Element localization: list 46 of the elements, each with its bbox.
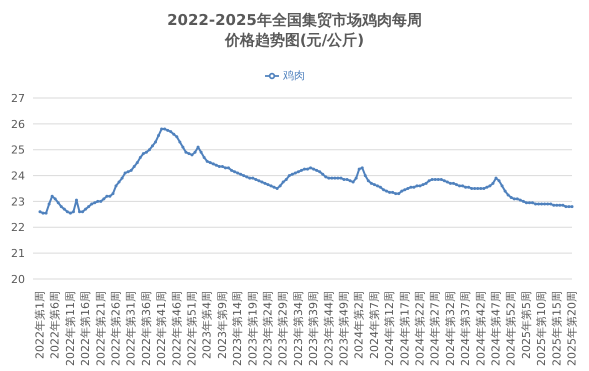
x-tick-label: 2023年第19周 — [246, 291, 260, 366]
x-tick-label: 2024年第17周 — [398, 291, 412, 366]
y-tick-label: 26 — [11, 118, 25, 131]
x-tick-label: 2025年第10周 — [535, 291, 548, 366]
x-tick-label: 2022年第6周 — [48, 291, 62, 359]
x-tick-label: 2024年第42周 — [474, 291, 488, 366]
x-tick-label: 2023年第34周 — [292, 291, 305, 366]
y-tick-label: 21 — [11, 247, 25, 260]
x-tick-label: 2023年第9周 — [216, 291, 229, 359]
y-tick-label: 23 — [11, 195, 25, 208]
x-tick-label: 2025年第20周 — [566, 291, 578, 366]
x-tick-label: 2024年第52周 — [504, 291, 518, 366]
x-tick-label: 2023年第39周 — [307, 291, 320, 366]
x-tick-label: 2024年第7周 — [368, 291, 381, 359]
x-tick-label: 2023年第14周 — [231, 291, 244, 366]
y-tick-label: 27 — [11, 92, 25, 105]
y-tick-label: 20 — [11, 272, 25, 286]
x-tick-label: 2023年第49周 — [338, 291, 350, 366]
x-tick-label: 2023年第24周 — [262, 291, 274, 366]
x-tick-label: 2024年第47周 — [490, 291, 502, 366]
x-tick-label: 2022年第1周 — [34, 291, 46, 359]
y-tick-label: 22 — [11, 221, 25, 234]
x-tick-label: 2024年第32周 — [444, 291, 457, 366]
x-tick-label: 2023年第29周 — [276, 291, 290, 366]
x-tick-label: 2024年第22周 — [414, 291, 426, 366]
x-tick-label: 2024年第2周 — [352, 291, 366, 359]
x-tick-label: 2022年第36周 — [140, 291, 153, 366]
x-tick-label: 2025年第15周 — [550, 291, 564, 366]
x-tick-label: 2024年第12周 — [383, 291, 396, 366]
x-tick-label: 2022年第21周 — [94, 291, 108, 366]
x-tick-label: 2022年第41周 — [155, 291, 168, 366]
x-tick-label: 2022年第11周 — [64, 291, 77, 366]
y-tick-label: 24 — [11, 169, 25, 182]
legend-label: 鸡肉 — [283, 69, 305, 82]
x-tick-label: 2024年第37周 — [459, 291, 472, 366]
y-tick-label: 25 — [11, 144, 25, 157]
x-tick-label: 2022年第31周 — [124, 291, 138, 366]
x-tick-label: 2025年第5周 — [520, 291, 533, 359]
x-tick-label: 2024年第27周 — [428, 291, 442, 366]
chart-title: 2022-2025年全国集贸市场鸡肉每周价格趋势图(元/公斤) — [166, 10, 423, 50]
x-tick-label: 2022年第51周 — [186, 291, 198, 366]
x-tick-label: 2022年第16周 — [79, 291, 92, 366]
x-tick-label: 2023年第44周 — [322, 291, 336, 366]
x-tick-label: 2023年第4周 — [200, 291, 214, 359]
x-tick-label: 2022年第46周 — [170, 291, 184, 366]
x-tick-label: 2022年第26周 — [110, 291, 122, 366]
